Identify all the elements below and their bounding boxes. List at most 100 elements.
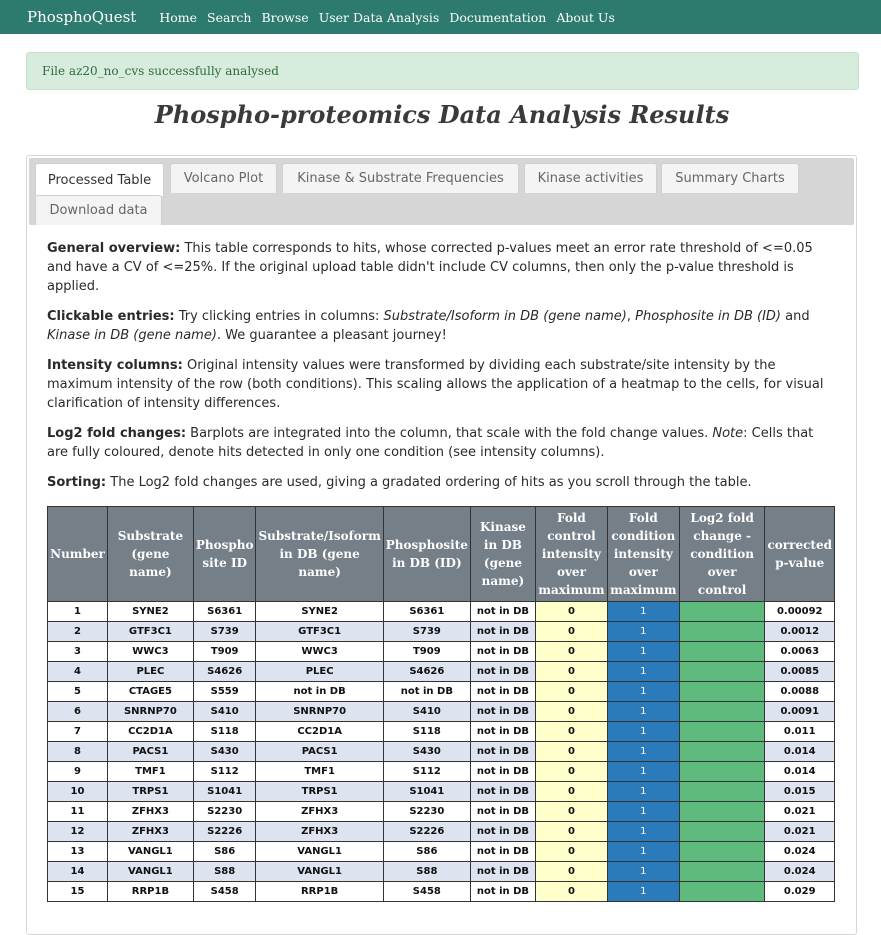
cell-substrate-isoform-db[interactable]: not in DB bbox=[255, 681, 384, 702]
cell-phosphosite-db[interactable]: S6361 bbox=[382, 601, 471, 622]
cell-phosphosite-db[interactable]: not in DB bbox=[382, 681, 471, 702]
tab-volcano-plot[interactable]: Volcano Plot bbox=[170, 163, 277, 193]
header-corrected-pvalue[interactable]: corrected p-value bbox=[764, 506, 835, 602]
nav-documentation[interactable]: Documentation bbox=[449, 9, 547, 25]
cell-substrate-isoform-db[interactable]: GTF3C1 bbox=[255, 621, 384, 642]
cell-kinase-db[interactable]: not in DB bbox=[469, 801, 536, 822]
cell-phosphosite-db[interactable]: S86 bbox=[382, 841, 471, 862]
header-log2-fold-change[interactable]: Log2 fold change - condition over contro… bbox=[678, 506, 766, 602]
cell-substrate-isoform-db[interactable]: VANGL1 bbox=[255, 861, 384, 882]
cell-kinase-db[interactable]: not in DB bbox=[469, 621, 536, 642]
cell-phosphosite-db[interactable]: S739 bbox=[382, 621, 471, 642]
tab-download-data[interactable]: Download data bbox=[35, 195, 162, 225]
table-row: 13 VANGL1 S86 VANGL1 S86 not in DB 0 1 0.024 bbox=[47, 841, 835, 862]
cell-substrate: GTF3C1 bbox=[106, 621, 194, 642]
cell-kinase-db[interactable]: not in DB bbox=[469, 861, 536, 882]
cell-phosphosite-db[interactable]: S458 bbox=[382, 881, 471, 902]
nav-search[interactable]: Search bbox=[207, 9, 252, 25]
cell-kinase-db[interactable]: not in DB bbox=[469, 601, 536, 622]
cell-corrected-pvalue: 0.0088 bbox=[764, 681, 835, 702]
nav-home[interactable]: Home bbox=[159, 9, 198, 25]
header-phosphosite-id[interactable]: Phospho site ID bbox=[192, 506, 257, 602]
cell-substrate-isoform-db[interactable]: SYNE2 bbox=[255, 601, 384, 622]
cell-phosphosite-db[interactable]: S2230 bbox=[382, 801, 471, 822]
cell-kinase-db[interactable]: not in DB bbox=[469, 681, 536, 702]
tab-kinase-activities[interactable]: Kinase activities bbox=[524, 163, 657, 193]
cell-phosphosite-db[interactable]: S410 bbox=[382, 701, 471, 722]
cell-substrate-isoform-db[interactable]: PACS1 bbox=[255, 741, 384, 762]
cell-fold-condition: 1 bbox=[606, 741, 680, 762]
cell-phosphosite-db[interactable]: S112 bbox=[382, 761, 471, 782]
cell-substrate-isoform-db[interactable]: ZFHX3 bbox=[255, 801, 384, 822]
cell-kinase-db[interactable]: not in DB bbox=[469, 881, 536, 902]
header-fold-condition[interactable]: Fold condition intensity over maximum bbox=[606, 506, 680, 602]
cell-substrate-isoform-db[interactable]: WWC3 bbox=[255, 641, 384, 662]
results-panel: Processed Table Volcano Plot Kinase & Su… bbox=[26, 155, 857, 935]
cell-kinase-db[interactable]: not in DB bbox=[469, 821, 536, 842]
cell-substrate-isoform-db[interactable]: CC2D1A bbox=[255, 721, 384, 742]
overview-label: General overview: bbox=[47, 241, 181, 256]
nav-about-us[interactable]: About Us bbox=[556, 9, 615, 25]
header-substrate-isoform-db[interactable]: Substrate/Isoform in DB (gene name) bbox=[255, 506, 384, 602]
cell-kinase-db[interactable]: not in DB bbox=[469, 741, 536, 762]
clickable-sep: , bbox=[626, 309, 636, 324]
cell-fold-control: 0 bbox=[534, 821, 608, 842]
cell-phosphosite-db[interactable]: S430 bbox=[382, 741, 471, 762]
cell-kinase-db[interactable]: not in DB bbox=[469, 761, 536, 782]
cell-substrate: TMF1 bbox=[106, 761, 194, 782]
cell-fold-control: 0 bbox=[534, 721, 608, 742]
cell-kinase-db[interactable]: not in DB bbox=[469, 841, 536, 862]
table-row: 7 CC2D1A S118 CC2D1A S118 not in DB 0 1 0.011 bbox=[47, 721, 835, 742]
header-substrate[interactable]: Substrate (gene name) bbox=[106, 506, 194, 602]
cell-fold-control: 0 bbox=[534, 621, 608, 642]
cell-number: 7 bbox=[47, 721, 108, 742]
cell-kinase-db[interactable]: not in DB bbox=[469, 781, 536, 802]
cell-kinase-db[interactable]: not in DB bbox=[469, 641, 536, 662]
cell-log2-fold-change bbox=[678, 761, 766, 782]
clickable-label: Clickable entries: bbox=[47, 309, 175, 324]
cell-kinase-db[interactable]: not in DB bbox=[469, 701, 536, 722]
cell-fold-condition: 1 bbox=[606, 701, 680, 722]
header-phosphosite-db[interactable]: Phosphosite in DB (ID) bbox=[382, 506, 471, 602]
cell-phosphosite-id: S739 bbox=[192, 621, 257, 642]
cell-log2-fold-change bbox=[678, 621, 766, 642]
cell-substrate-isoform-db[interactable]: ZFHX3 bbox=[255, 821, 384, 842]
cell-fold-condition: 1 bbox=[606, 801, 680, 822]
cell-phosphosite-db[interactable]: S1041 bbox=[382, 781, 471, 802]
cell-kinase-db[interactable]: not in DB bbox=[469, 661, 536, 682]
tab-kinase-substrate-frequencies[interactable]: Kinase & Substrate Frequencies bbox=[282, 163, 519, 193]
header-kinase-db[interactable]: Kinase in DB (gene name) bbox=[469, 506, 536, 602]
cell-substrate-isoform-db[interactable]: TRPS1 bbox=[255, 781, 384, 802]
header-number[interactable]: Number bbox=[47, 506, 108, 602]
cell-phosphosite-db[interactable]: S88 bbox=[382, 861, 471, 882]
cell-substrate-isoform-db[interactable]: PLEC bbox=[255, 661, 384, 682]
cell-phosphosite-db[interactable]: S2226 bbox=[382, 821, 471, 842]
cell-corrected-pvalue: 0.0063 bbox=[764, 641, 835, 662]
table-row: 3 WWC3 T909 WWC3 T909 not in DB 0 1 0.0063 bbox=[47, 641, 835, 662]
header-fold-control[interactable]: Fold control intensity over maximum bbox=[534, 506, 608, 602]
brand-logo[interactable]: PhosphoQuest bbox=[27, 8, 137, 26]
table-body: 1 SYNE2 S6361 SYNE2 S6361 not in DB 0 1 0.00092 2… bbox=[47, 601, 835, 902]
cell-phosphosite-id: S430 bbox=[192, 741, 257, 762]
cell-kinase-db[interactable]: not in DB bbox=[469, 721, 536, 742]
cell-substrate-isoform-db[interactable]: RRP1B bbox=[255, 881, 384, 902]
cell-log2-fold-change bbox=[678, 681, 766, 702]
cell-substrate-isoform-db[interactable]: TMF1 bbox=[255, 761, 384, 782]
cell-phosphosite-db[interactable]: S118 bbox=[382, 721, 471, 742]
cell-substrate-isoform-db[interactable]: SNRNP70 bbox=[255, 701, 384, 722]
table-row: 4 PLEC S4626 PLEC S4626 not in DB 0 1 0.0085 bbox=[47, 661, 835, 682]
cell-substrate-isoform-db[interactable]: VANGL1 bbox=[255, 841, 384, 862]
cell-phosphosite-db[interactable]: T909 bbox=[382, 641, 471, 662]
tab-processed-table[interactable]: Processed Table bbox=[35, 163, 164, 196]
tab-summary-charts[interactable]: Summary Charts bbox=[661, 163, 799, 193]
cell-corrected-pvalue: 0.011 bbox=[764, 721, 835, 742]
cell-corrected-pvalue: 0.021 bbox=[764, 801, 835, 822]
nav-browse[interactable]: Browse bbox=[261, 9, 309, 25]
cell-phosphosite-db[interactable]: S4626 bbox=[382, 661, 471, 682]
clickable-col-phosphosite: Phosphosite in DB (ID) bbox=[635, 309, 782, 324]
cell-fold-control: 0 bbox=[534, 781, 608, 802]
cell-fold-condition: 1 bbox=[606, 781, 680, 802]
cell-number: 15 bbox=[47, 881, 108, 902]
nav-user-data-analysis[interactable]: User Data Analysis bbox=[318, 9, 440, 25]
table-row: 15 RRP1B S458 RRP1B S458 not in DB 0 1 0.029 bbox=[47, 881, 835, 902]
